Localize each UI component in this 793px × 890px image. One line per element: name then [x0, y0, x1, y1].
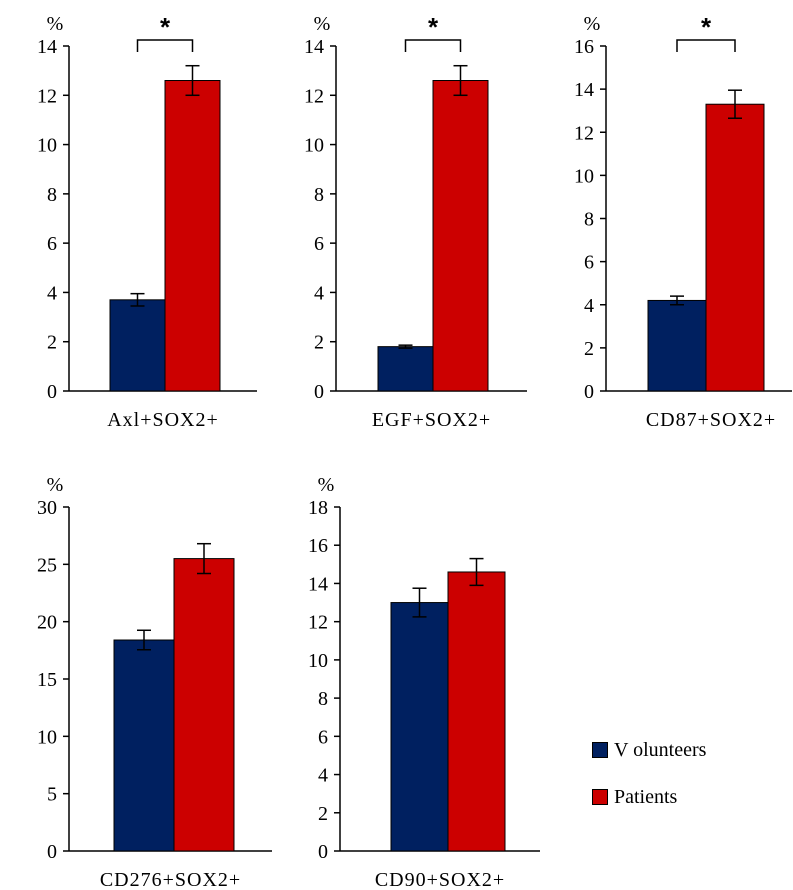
- chart-2-bar-patients: [432, 80, 489, 392]
- chart-1-x-label: Axl+SOX2+: [107, 409, 219, 431]
- chart-4-y-tick-label: 25: [37, 554, 57, 576]
- chart-3-y-tick-label: 4: [584, 295, 594, 317]
- chart-3-y-label: %: [584, 13, 601, 35]
- legend-item-volunteers: V olunteers: [592, 738, 706, 762]
- chart-4-y-tick-label: 20: [37, 612, 57, 634]
- legend: V olunteers Patients: [592, 738, 706, 832]
- chart-1-bar-volunteers: [109, 299, 166, 392]
- chart-1-y-tick-label: 0: [47, 381, 57, 403]
- chart-3-y-tick-label: 0: [584, 381, 594, 403]
- chart-3-y-tick-label: 12: [574, 122, 594, 144]
- chart-1-y-tick-label: 12: [37, 85, 57, 107]
- chart-2-y-tick-label: 8: [314, 184, 324, 206]
- chart-5-y-tick-label: 0: [318, 841, 328, 863]
- chart-2-significance-marker: *: [428, 12, 439, 42]
- chart-2-y-tick-label: 10: [304, 135, 324, 157]
- chart-4-y-tick-label: 30: [37, 497, 57, 519]
- chart-5-y-tick-label: 12: [308, 612, 328, 634]
- chart-4-x-label: CD276+SOX2+: [100, 869, 241, 890]
- chart-5-y-tick-label: 4: [318, 765, 328, 787]
- legend-label-volunteers: V olunteers: [614, 738, 707, 761]
- chart-3-y-tick-label: 6: [584, 252, 594, 274]
- chart-3-significance-bracket: [676, 39, 736, 52]
- chart-4-y-tick-label: 0: [47, 841, 57, 863]
- chart-1-y-tick-label: 14: [37, 36, 57, 58]
- chart-5-y-tick-label: 18: [308, 497, 328, 519]
- chart-1-y-tick-label: 6: [47, 233, 57, 255]
- chart-1-significance-marker: *: [160, 12, 171, 42]
- chart-4-y-tick-label: 10: [37, 726, 57, 748]
- chart-3-y-tick-label: 10: [574, 165, 594, 187]
- chart-3-bar-patients: [705, 103, 765, 392]
- chart-2-y-tick-label: 2: [314, 332, 324, 354]
- chart-2-y-tick-label: 0: [314, 381, 324, 403]
- chart-2-y-tick-label: 6: [314, 233, 324, 255]
- chart-3-y-tick-label: 14: [574, 79, 594, 101]
- chart-2-y-label: %: [314, 13, 331, 35]
- legend-swatch-volunteers: [592, 742, 608, 758]
- chart-4-bar-patients: [173, 558, 235, 852]
- chart-5-bar-volunteers: [390, 602, 449, 852]
- chart-5-y-tick-label: 8: [318, 688, 328, 710]
- chart-5-x-label: CD90+SOX2+: [375, 869, 505, 890]
- chart-4-y-tick-label: 5: [47, 784, 57, 806]
- chart-3-bar-volunteers: [647, 299, 707, 392]
- legend-label-patients: Patients: [614, 785, 678, 808]
- chart-1-bar-patients: [164, 80, 221, 392]
- chart-5-y-tick-label: 10: [308, 650, 328, 672]
- chart-3-y-tick-label: 16: [574, 36, 594, 58]
- chart-1-y-label: %: [47, 13, 64, 35]
- chart-1-y-tick-label: 10: [37, 135, 57, 157]
- chart-1-y-tick-label: 8: [47, 184, 57, 206]
- chart-4-bar-volunteers: [113, 639, 175, 852]
- chart-5-y-tick-label: 2: [318, 803, 328, 825]
- chart-1-y-tick-label: 4: [47, 282, 57, 304]
- chart-3-y-tick-label: 2: [584, 338, 594, 360]
- chart-4-y-label: %: [47, 474, 64, 496]
- chart-2-y-tick-label: 14: [304, 36, 324, 58]
- chart-5-y-tick-label: 16: [308, 535, 328, 557]
- chart-5-bar-patients: [447, 571, 506, 852]
- legend-item-patients: Patients: [592, 785, 706, 809]
- legend-swatch-patients: [592, 789, 608, 805]
- chart-3-y-tick-label: 8: [584, 209, 594, 231]
- chart-2-bar-volunteers: [377, 346, 434, 392]
- chart-2-significance-bracket: [404, 39, 462, 52]
- chart-2-y-tick-label: 4: [314, 282, 324, 304]
- chart-2-y-tick-label: 12: [304, 85, 324, 107]
- chart-3-significance-marker: *: [701, 12, 712, 42]
- chart-4-y-tick-label: 15: [37, 669, 57, 691]
- chart-5-y-tick-label: 14: [308, 573, 328, 595]
- chart-5-y-tick-label: 6: [318, 726, 328, 748]
- chart-1-significance-bracket: [136, 39, 194, 52]
- chart-2-x-label: EGF+SOX2+: [372, 409, 491, 431]
- chart-3-x-label: CD87+SOX2+: [646, 409, 776, 431]
- chart-1-y-tick-label: 2: [47, 332, 57, 354]
- chart-5-y-label: %: [318, 474, 335, 496]
